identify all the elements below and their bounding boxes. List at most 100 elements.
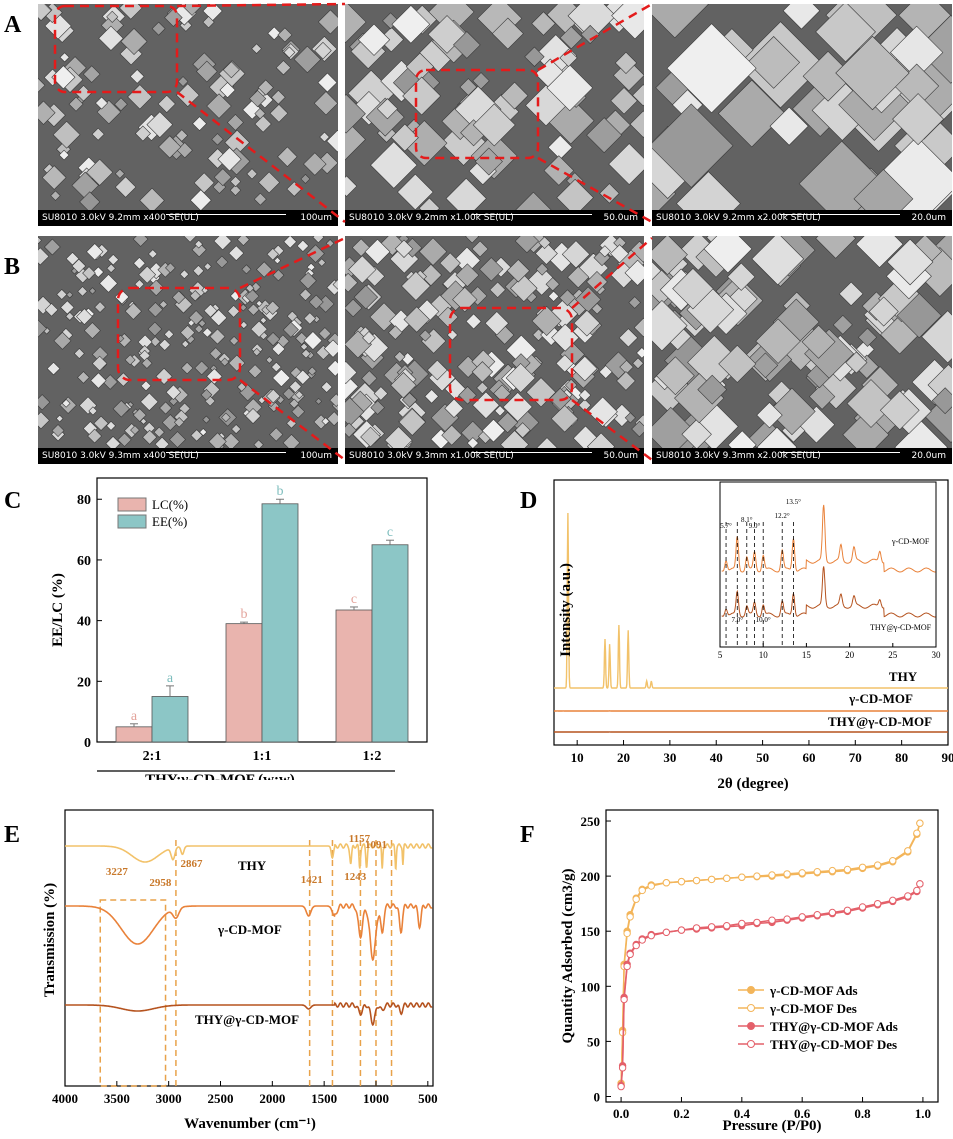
crystal xyxy=(550,404,579,433)
x-tick-label: 1:2 xyxy=(363,749,382,764)
crystal xyxy=(124,302,142,320)
crystal xyxy=(149,336,161,348)
crystal xyxy=(206,93,232,119)
crystal xyxy=(578,388,592,402)
crystal xyxy=(60,300,75,315)
crystal xyxy=(61,399,71,408)
crystal xyxy=(194,360,209,376)
crystal xyxy=(345,298,363,318)
crystal xyxy=(427,359,448,381)
crystal xyxy=(444,378,467,400)
crystal xyxy=(782,4,821,30)
sem-meta: SU8010 3.0kV 9.2mm x1.00k SE(UL) xyxy=(349,213,514,223)
isotherm-point xyxy=(753,918,761,927)
crystal xyxy=(931,387,952,415)
isotherm-point xyxy=(843,906,852,914)
crystal xyxy=(703,236,753,274)
crystal xyxy=(894,420,948,448)
crystal xyxy=(91,355,108,372)
crystal xyxy=(222,432,240,448)
legend-swatch-ee xyxy=(117,514,147,529)
crystal xyxy=(189,189,212,210)
panel-label-e: E xyxy=(4,822,21,848)
x-tick-label: 0.8 xyxy=(854,1106,871,1121)
panel-label-c: C xyxy=(4,488,22,514)
y-axis-label: Quantity Adsorbed (cm3/g) xyxy=(560,868,576,1043)
crystal xyxy=(138,265,157,284)
crystal xyxy=(282,433,301,448)
crystal xyxy=(299,271,317,290)
legend: γ-CD-MOF Ads γ-CD-MOF Des THY@γ-CD-MOF Ads… xyxy=(738,983,898,1052)
x-tick-label: 1:1 xyxy=(253,749,272,764)
crystal xyxy=(247,303,260,316)
scale-bar xyxy=(780,214,900,221)
crystal xyxy=(114,168,125,179)
inset-annotation: 12.2° xyxy=(775,512,790,520)
x-axis-label: Pressure (P/P0) xyxy=(722,1118,821,1134)
crystal xyxy=(303,331,323,350)
crystal xyxy=(142,429,158,445)
crystal xyxy=(545,277,560,292)
series-label-thy: THY xyxy=(889,669,918,684)
crystal xyxy=(213,168,232,187)
x-tick-label: 0.0 xyxy=(613,1106,629,1121)
crystal xyxy=(38,319,48,338)
zoom-connector xyxy=(537,156,653,224)
crystal xyxy=(161,414,179,431)
crystal xyxy=(300,173,311,184)
crystal xyxy=(133,256,146,270)
crystal xyxy=(231,424,242,435)
zoom-connector xyxy=(571,237,653,309)
crystal xyxy=(93,415,109,431)
crystal xyxy=(444,398,464,419)
isotherm-point xyxy=(828,866,837,875)
crystal xyxy=(317,9,338,35)
crystal xyxy=(479,257,504,282)
crystal xyxy=(717,79,786,148)
crystal xyxy=(192,265,205,277)
crystal xyxy=(106,263,116,273)
crystal xyxy=(613,59,644,92)
crystal xyxy=(652,406,696,448)
xrd-line-0 xyxy=(554,512,948,689)
crystal xyxy=(286,310,298,322)
crystal xyxy=(326,129,338,153)
crystal xyxy=(257,79,274,96)
crystal xyxy=(397,173,434,210)
sem-texture xyxy=(38,236,338,448)
crystal xyxy=(190,429,203,442)
crystal xyxy=(598,365,613,379)
crystal xyxy=(402,76,442,116)
crystal xyxy=(586,117,623,154)
crystal xyxy=(38,394,51,411)
sem-scale-label: 20.0um xyxy=(911,213,946,223)
isotherm-point xyxy=(889,856,897,865)
legend-marker xyxy=(747,986,755,994)
crystal xyxy=(277,27,293,43)
crystal xyxy=(652,103,734,188)
zoom-connector xyxy=(571,399,653,461)
isotherm-point xyxy=(858,903,867,911)
legend: LC(%) EE(%) xyxy=(117,497,188,529)
isotherm-point xyxy=(626,950,634,959)
crystal xyxy=(618,328,639,348)
crystal xyxy=(631,420,644,438)
crystal xyxy=(269,427,284,442)
crystal xyxy=(886,238,934,286)
crystal xyxy=(181,339,190,349)
y-tick-label: 60 xyxy=(77,554,91,569)
crystal xyxy=(230,176,242,188)
crystal xyxy=(348,255,377,284)
crystal xyxy=(418,197,440,210)
crystal xyxy=(317,258,326,267)
isotherm-point xyxy=(843,865,852,874)
crystal xyxy=(388,325,403,340)
inset-line-0 xyxy=(721,504,936,573)
sem-info-bar: SU8010 3.0kV 9.3mm x1.00k SE(UL) 50.0um xyxy=(345,448,644,464)
bar-ee xyxy=(261,503,299,743)
crystal xyxy=(471,240,489,258)
crystal xyxy=(756,426,798,448)
crystal xyxy=(140,380,152,392)
inset-annotation: 5.7° xyxy=(720,522,732,530)
x-tick-label: 70 xyxy=(849,750,862,765)
